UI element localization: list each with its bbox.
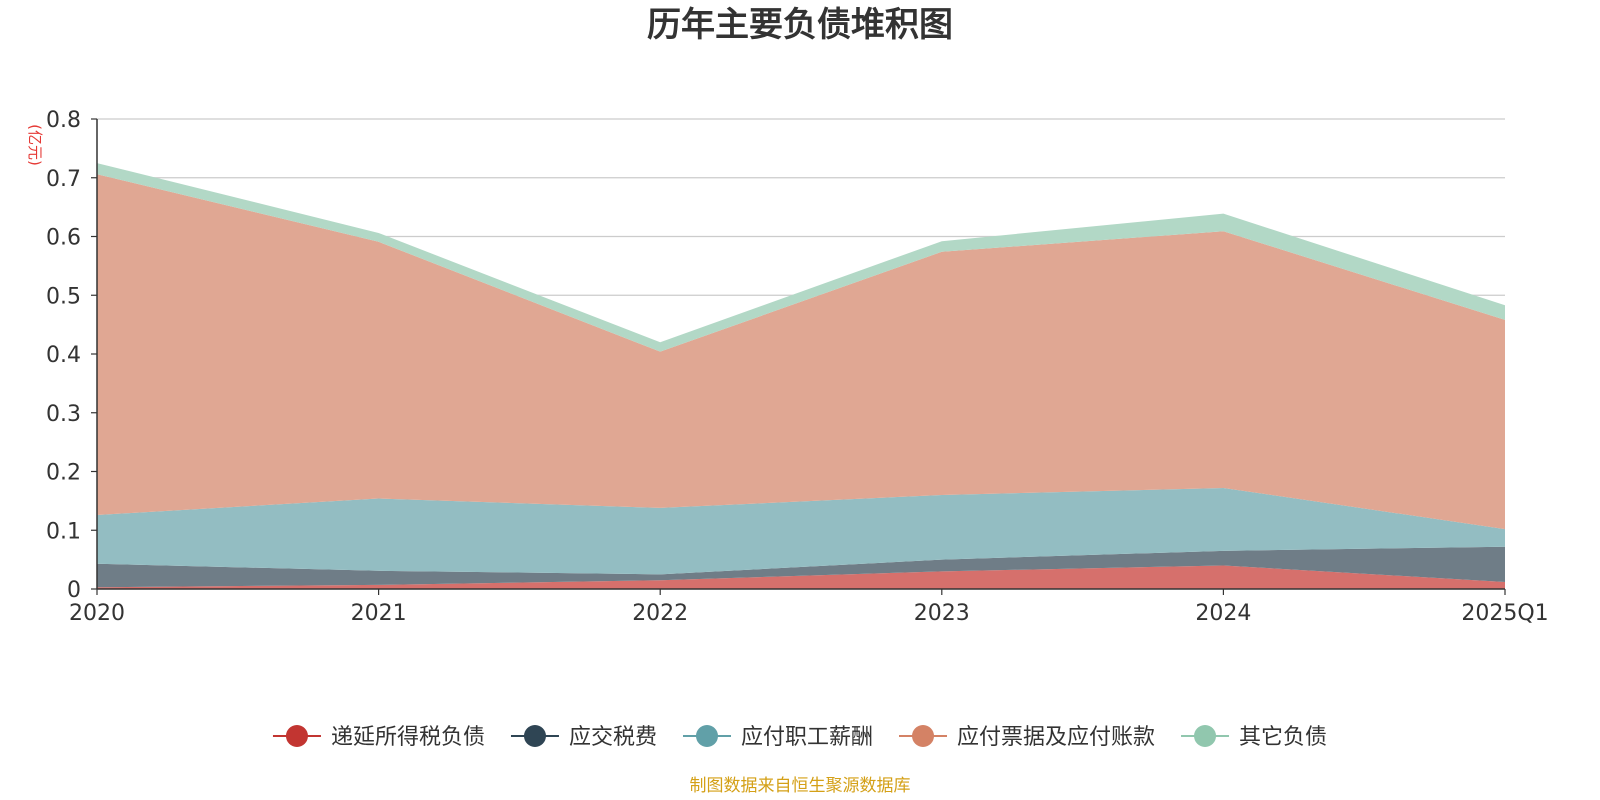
legend-circle-icon xyxy=(695,725,718,747)
y-tick-label: 0.3 xyxy=(46,402,81,427)
y-axis-unit: (亿元) xyxy=(26,124,44,166)
y-tick-label: 0.8 xyxy=(46,108,81,133)
x-tick-label: 2025Q1 xyxy=(1461,601,1548,626)
area-series xyxy=(97,163,1505,589)
legend-label: 应付票据及应付账款 xyxy=(957,725,1155,750)
legend-item[interactable]: 其它负债 xyxy=(1181,725,1327,750)
y-tick-label: 0.7 xyxy=(46,167,81,192)
legend-item[interactable]: 递延所得税负债 xyxy=(272,725,485,750)
source-note: 制图数据来自恒生聚源数据库 xyxy=(690,776,911,796)
x-tick-label: 2022 xyxy=(632,601,688,626)
area-递延所得税负债 xyxy=(97,565,1505,589)
y-tick-label: 0.5 xyxy=(46,284,81,309)
legend-circle-icon xyxy=(523,725,546,747)
y-tick-label: 0.2 xyxy=(46,461,81,486)
axes: 0 0.1 0.2 0.3 0.4 0.5 0.6 0.7 0.8 2020 2021 2022 202… xyxy=(46,108,1549,626)
area-应付职工薪酬 xyxy=(97,487,1505,575)
y-tick-label: 0 xyxy=(67,578,81,603)
legend[interactable]: 递延所得税负债 应交税费 应付职工薪酬 应付票据及应付账款 其它负债 xyxy=(272,725,1327,750)
legend-label: 应付职工薪酬 xyxy=(741,725,873,750)
y-tick-label: 0.4 xyxy=(46,343,81,368)
legend-item[interactable]: 应交税费 xyxy=(510,725,657,750)
legend-item[interactable]: 应付职工薪酬 xyxy=(682,725,873,750)
legend-label: 其它负债 xyxy=(1239,725,1327,750)
x-tick-label: 2024 xyxy=(1195,601,1251,626)
legend-circle-icon xyxy=(1194,725,1217,747)
x-tick-label: 2021 xyxy=(351,601,407,626)
legend-circle-icon xyxy=(285,725,308,747)
chart-title: 历年主要负债堆积图 xyxy=(647,5,953,45)
y-tick-label: 0.6 xyxy=(46,226,81,251)
x-tick-label: 2023 xyxy=(914,601,970,626)
x-tick-label: 2020 xyxy=(69,601,125,626)
legend-circle-icon xyxy=(912,725,935,747)
y-tick-label: 0.1 xyxy=(46,519,81,544)
legend-label: 应交税费 xyxy=(569,725,657,750)
legend-label: 递延所得税负债 xyxy=(331,725,485,750)
area-应付票据及应付账款 xyxy=(97,174,1505,530)
legend-item[interactable]: 应付票据及应付账款 xyxy=(899,725,1155,750)
